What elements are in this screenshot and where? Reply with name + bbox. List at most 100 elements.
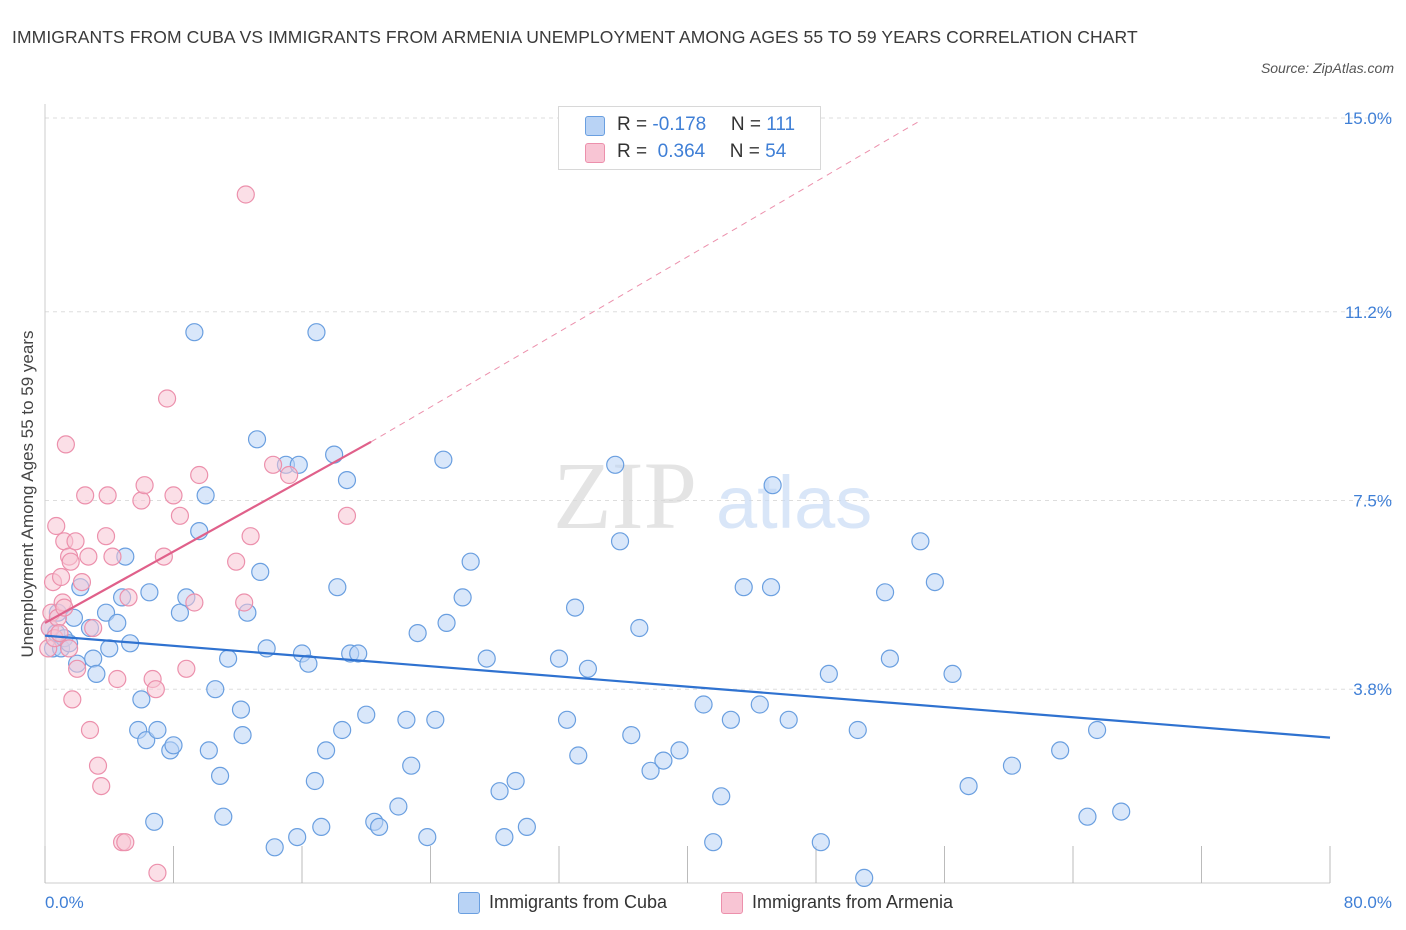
cuba-point <box>911 532 930 551</box>
cuba-point <box>408 623 427 643</box>
cuba-point <box>328 578 347 597</box>
cuba-n-label: N = <box>730 114 767 135</box>
cuba-point <box>349 644 368 663</box>
cuba-point <box>557 710 577 729</box>
cuba-point <box>761 578 781 597</box>
cuba-point <box>1087 720 1107 740</box>
cuba-point <box>312 817 331 837</box>
cuba-point <box>694 695 713 714</box>
cuba-point <box>437 613 456 633</box>
cuba-point <box>210 766 230 786</box>
armenia-point <box>63 690 82 709</box>
cuba-point <box>196 486 215 505</box>
armenia-point <box>108 669 127 689</box>
x-tick-label-max: 80.0% <box>1344 893 1392 912</box>
cuba-point <box>288 827 307 847</box>
cuba-point <box>305 771 324 791</box>
armenia-point <box>241 527 260 546</box>
axes <box>44 104 1331 884</box>
cuba-point <box>670 741 689 760</box>
armenia-point <box>190 465 209 485</box>
cuba-r-label: R = <box>617 114 653 135</box>
cuba-point <box>426 710 445 729</box>
series-legend: Immigrants from Cuba Immigrants from Arm… <box>0 888 1406 916</box>
armenia-point <box>103 547 122 566</box>
cuba-point <box>299 654 318 673</box>
armenia-point <box>135 476 154 495</box>
cuba-point <box>490 782 509 801</box>
y-tick-label: 3.8% <box>1353 680 1392 699</box>
cuba-r-value: -0.178 <box>652 114 707 135</box>
cuba-point <box>654 751 673 770</box>
armenia-point <box>79 547 98 566</box>
armenia-point <box>47 516 66 536</box>
cuba-swatch <box>585 116 605 136</box>
cuba-n-value: 111 <box>766 114 796 135</box>
y-tick-label: 15.0% <box>1344 109 1392 128</box>
armenia-n-value: 54 <box>765 141 787 162</box>
correlation-legend: R = -0.178 N = 111 R = 0.364 N = 54 <box>558 106 821 170</box>
armenia-point <box>146 680 165 699</box>
armenia-point <box>92 776 111 796</box>
legend-swatch-armenia <box>721 892 743 914</box>
watermark-atlas: atlas <box>716 461 872 544</box>
cuba-point <box>140 583 159 602</box>
y-tick-label: 11.2% <box>1345 303 1392 322</box>
cuba-point <box>811 833 830 852</box>
cuba-point <box>265 838 284 857</box>
cuba-point <box>370 817 389 837</box>
cuba-point <box>87 664 106 684</box>
cuba-point <box>185 323 204 342</box>
chart-title: IMMIGRANTS FROM CUBA VS IMMIGRANTS FROM … <box>12 27 1138 47</box>
armenia-point <box>72 572 92 592</box>
cuba-point <box>219 649 238 668</box>
watermark: ZIP atlas <box>553 442 872 549</box>
armenia-point <box>170 506 190 525</box>
armenia-r-value: 0.364 <box>652 141 706 162</box>
cuba-point <box>389 797 408 816</box>
cuba-point <box>630 618 649 638</box>
cuba-point <box>100 639 119 658</box>
cuba-point <box>325 445 344 464</box>
armenia-point <box>164 486 183 505</box>
armenia-point <box>157 389 177 408</box>
cuba-point <box>549 649 569 668</box>
cuba-point <box>819 664 838 684</box>
cuba-point <box>206 680 225 699</box>
watermark-zip: ZIP <box>553 442 697 549</box>
cuba-point <box>606 455 625 474</box>
legend-swatch-cuba <box>458 892 480 914</box>
armenia-point <box>84 618 103 638</box>
armenia-point <box>50 623 69 643</box>
cuba-point <box>506 771 525 791</box>
cuba-point <box>855 868 874 888</box>
cuba-point <box>622 725 641 745</box>
armenia-point <box>236 185 255 204</box>
armenia-point <box>177 659 196 678</box>
cuba-point <box>721 710 740 729</box>
cuba-point <box>641 761 660 780</box>
cuba-point <box>461 552 480 571</box>
source-label: Source: ZipAtlas.com <box>1260 60 1394 76</box>
cuba-point <box>925 572 944 592</box>
legend-label-armenia: Immigrants from Armenia <box>752 892 954 912</box>
cuba-point <box>333 720 352 740</box>
cuba-point <box>569 746 588 765</box>
cuba-point <box>170 603 190 622</box>
cuba-point <box>307 323 326 342</box>
cuba-point <box>108 613 127 633</box>
cuba-point <box>434 450 453 469</box>
cuba-point <box>137 731 156 750</box>
cuba-point <box>875 583 895 602</box>
x-tick-label-min: 0.0% <box>45 893 84 912</box>
armenia-trend-line <box>44 440 372 624</box>
armenia-point <box>76 486 95 505</box>
cuba-trend-line <box>44 634 1331 739</box>
armenia-point <box>263 455 283 474</box>
cuba-point <box>357 705 376 724</box>
cuba-point <box>517 817 536 837</box>
cuba-point <box>148 720 167 740</box>
armenia-point <box>80 720 100 740</box>
cuba-point <box>704 833 723 852</box>
cuba-point <box>233 725 252 745</box>
